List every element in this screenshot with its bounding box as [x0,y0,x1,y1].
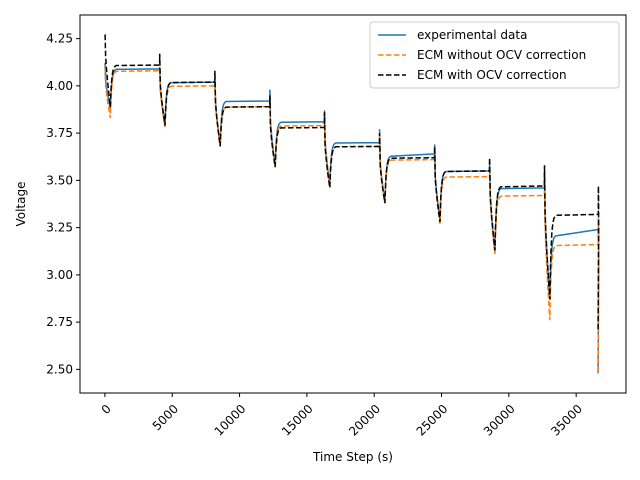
series-line-3 [104,34,600,332]
x-tick-label: 15000 [279,402,316,439]
y-tick-label: 4.25 [46,32,73,46]
x-tick-label: 30000 [481,402,518,439]
y-axis: 2.50 2.75 3.00 3.25 3.50 3.75 4.00 4.25 [46,32,80,376]
x-tick-label: 5000 [150,402,181,433]
series-layer [104,34,600,374]
legend-entry: experimental data [417,28,527,42]
y-tick-label: 4.00 [46,79,73,93]
x-tick-label: 25000 [414,402,451,439]
y-tick-label: 2.75 [46,315,73,329]
x-axis: 0 5000 10000 15000 20000 25000 30000 35000 [99,393,585,439]
series-line-1 [104,62,600,374]
y-tick-label: 3.00 [46,268,73,282]
y-tick-label: 2.50 [46,362,73,376]
y-axis-label: Voltage [14,181,28,226]
legend-entry: ECM without OCV correction [417,48,586,62]
series-line-2 [104,66,600,374]
plot-frame [79,14,627,394]
y-tick-label: 3.25 [46,221,73,235]
y-tick-label: 3.50 [46,173,73,187]
legend: experimental data ECM without OCV correct… [369,21,620,89]
legend-entry: ECM with OCV correction [417,68,567,82]
x-tick-label: 20000 [346,402,383,439]
x-tick-label: 10000 [212,402,249,439]
legend-box [369,21,620,89]
x-tick-label: 0 [99,402,114,417]
x-axis-label: Time Step (s) [312,450,393,464]
y-tick-label: 3.75 [46,126,73,140]
x-tick-label: 35000 [548,402,585,439]
